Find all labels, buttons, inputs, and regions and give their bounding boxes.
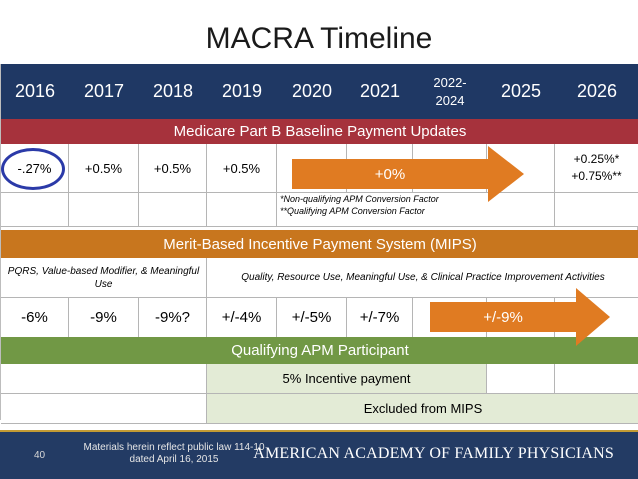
medicare-section-header: Medicare Part B Baseline Payment Updates: [1, 119, 638, 144]
mips-2018: -9%?: [139, 298, 207, 337]
year-header-row: 2016 2017 2018 2019 2020 2021 2022- 2024…: [1, 64, 638, 119]
organization-logo-text: AMERICAN ACADEMY OF FAMILY PHYSICIANS: [253, 445, 614, 462]
apm-excluded-from-mips: Excluded from MIPS: [207, 394, 638, 423]
year-2019: 2019: [221, 81, 263, 101]
mips-categories-label: Quality, Resource Use, Meaningful Use, &…: [241, 272, 605, 283]
apm-exclusion-empty: [1, 394, 207, 423]
mips-arrow-label: +/-9%: [483, 308, 523, 326]
page-number: 40: [34, 450, 46, 461]
page-title: MACRA Timeline: [205, 22, 433, 55]
footnote-nonqualifying: *Non-qualifying APM Conversion Factor: [280, 194, 439, 204]
highlight-circle: [1, 148, 65, 190]
note-2018: [139, 193, 207, 226]
mips-2017: -9%: [69, 298, 139, 337]
year-2017: 2017: [83, 81, 125, 101]
arrow-shape-icon: [292, 146, 524, 202]
year-2021: 2021: [359, 81, 401, 101]
footer-divider: [0, 430, 638, 432]
mips-section-header: Merit-Based Incentive Payment System (MI…: [1, 230, 638, 258]
apm-incentive-2025: [487, 364, 555, 393]
apm-section-header: Qualifying APM Participant: [1, 337, 638, 364]
mips-2016: -6%: [1, 298, 69, 337]
arrow-shape-icon: [430, 288, 610, 346]
year-2020: 2020: [291, 81, 333, 101]
year-2022-2024: 2022- 2024: [433, 74, 467, 108]
payment-2026-qualifying: +0.75%**: [571, 169, 622, 183]
apm-incentive-empty: [1, 364, 207, 393]
note-2017: [69, 193, 139, 226]
note-2026: [555, 193, 638, 226]
year-2016: 2016: [14, 81, 56, 101]
payment-arrow-label: +0%: [374, 165, 406, 183]
mips-2021: +/-7%: [347, 298, 413, 337]
apm-incentive-2026: [555, 364, 638, 393]
apm-incentive-payment: 5% Incentive payment: [207, 364, 487, 393]
apm-incentive-row: 5% Incentive payment: [1, 364, 638, 394]
payment-2018: +0.5%: [139, 144, 207, 192]
mips-programs-row: PQRS, Value-based Modifier, & Meaningful…: [1, 258, 638, 298]
legacy-programs-label: PQRS, Value-based Modifier, & Meaningful…: [1, 258, 207, 297]
mips-max-arrow: +/-9%: [430, 288, 610, 346]
footnote-qualifying: **Qualifying APM Conversion Factor: [280, 206, 425, 216]
mips-2019: +/-4%: [207, 298, 277, 337]
payment-2026: +0.25%* +0.75%**: [555, 144, 638, 192]
payment-2026-nonqualifying: +0.25%*: [573, 152, 620, 166]
year-2018: 2018: [152, 81, 194, 101]
payment-2025: [487, 144, 555, 192]
footer-bar: 40 Materials herein reflect public law 1…: [0, 430, 638, 479]
year-2026: 2026: [576, 81, 618, 101]
legal-notice: Materials herein reflect public law 114-…: [83, 442, 265, 465]
payment-2019: +0.5%: [207, 144, 277, 192]
conversion-factor-notes: *Non-qualifying APM Conversion Factor **…: [277, 193, 555, 226]
payment-flat-arrow: +0%: [292, 146, 524, 202]
note-2019: [207, 193, 277, 226]
apm-exclusion-row: Excluded from MIPS: [1, 394, 638, 424]
note-2016: [1, 193, 69, 226]
footnote-row: *Non-qualifying APM Conversion Factor **…: [1, 193, 638, 227]
year-2025: 2025: [500, 81, 542, 101]
mips-2020: +/-5%: [277, 298, 347, 337]
timeline-table: 2016 2017 2018 2019 2020 2021 2022- 2024…: [0, 64, 638, 424]
payment-2017: +0.5%: [69, 144, 139, 192]
